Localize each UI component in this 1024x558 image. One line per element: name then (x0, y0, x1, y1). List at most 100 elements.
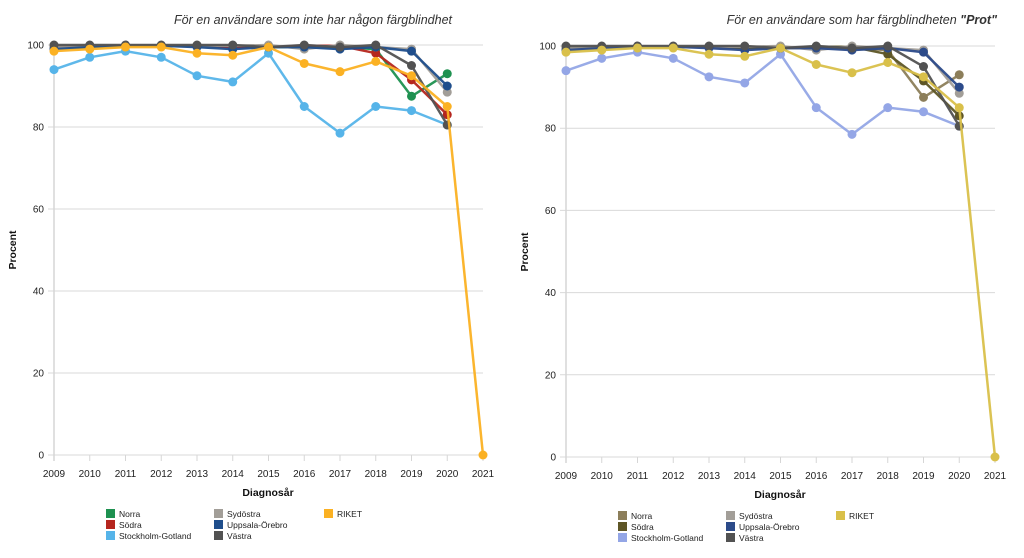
legend-label: Stockholm-Gotland (631, 532, 704, 543)
data-point (919, 107, 928, 117)
data-point (85, 52, 95, 62)
x-tick-label: 2014 (222, 469, 245, 480)
x-tick-label: 2012 (150, 469, 173, 480)
data-point (371, 40, 381, 50)
chart-title-bold: "Prot" (960, 13, 997, 27)
data-point (299, 58, 309, 68)
data-point (740, 41, 750, 51)
data-point (883, 57, 893, 67)
data-point (811, 59, 821, 69)
x-tick-label: 2011 (115, 469, 137, 480)
data-point (668, 43, 678, 53)
legend-swatch (324, 509, 333, 518)
legend-item[interactable]: RIKET (836, 510, 874, 521)
data-point (49, 65, 59, 75)
data-point (883, 49, 893, 59)
data-point (156, 52, 166, 62)
x-tick-label: 2010 (591, 471, 614, 482)
legend-item[interactable]: Stockholm-Gotland (618, 532, 703, 543)
legend-item[interactable]: Sydöstra (726, 510, 773, 521)
x-tick-label: 2011 (627, 471, 649, 482)
data-point (371, 102, 381, 111)
series-line (53, 44, 449, 116)
y-tick-label: 40 (545, 288, 557, 299)
legend-item[interactable]: Uppsala-Örebro (726, 521, 799, 532)
data-point (49, 46, 59, 56)
data-point (633, 43, 642, 53)
legend-item[interactable]: Södra (618, 521, 654, 532)
data-point (335, 42, 345, 52)
data-point (919, 72, 928, 82)
x-tick-label: 2016 (293, 469, 316, 480)
data-point (919, 92, 928, 102)
data-point (299, 102, 309, 111)
data-point (335, 67, 345, 77)
data-point (883, 103, 893, 113)
x-tick-label: 2019 (912, 471, 935, 482)
series-riket (561, 43, 1000, 462)
legend-label: Norra (119, 508, 141, 519)
x-tick-label: 2015 (257, 469, 280, 480)
data-point (407, 91, 416, 101)
legend-item[interactable]: Sydöstra (214, 508, 261, 519)
data-point (49, 40, 59, 50)
legend-label: Västra (227, 530, 252, 541)
legend-label: Stockholm-Gotland (119, 530, 192, 541)
data-point (776, 43, 785, 53)
data-point (442, 102, 452, 111)
x-tick-label: 2017 (841, 471, 864, 482)
data-point (228, 50, 238, 60)
y-tick-label: 20 (33, 369, 45, 380)
x-tick-label: 2013 (186, 469, 209, 480)
data-point (371, 56, 381, 66)
y-axis-title: Procent (519, 232, 531, 272)
data-point (597, 53, 607, 63)
legend-item[interactable]: Stockholm-Gotland (106, 530, 191, 541)
series-line (566, 44, 961, 127)
x-tick-label: 2014 (734, 471, 757, 482)
data-point (740, 51, 750, 61)
data-point (407, 46, 416, 56)
x-axis-title: Diagnosår (754, 489, 805, 501)
legend-item[interactable]: Västra (726, 532, 764, 543)
data-point (85, 44, 95, 54)
line-chart: 0 20 40 60 80 100 2009 2010 2011 2012 2013 2014 2015… (519, 41, 1007, 501)
y-tick-label: 60 (545, 206, 557, 217)
data-point (478, 450, 488, 460)
chart-title-text: För en användare som inte har någon färg… (174, 13, 452, 27)
legend-label: Södra (119, 519, 142, 530)
x-tick-label: 2021 (472, 469, 495, 480)
data-point (990, 452, 1000, 462)
legend-swatch (618, 511, 627, 520)
y-tick-label: 20 (545, 370, 557, 381)
series-line (53, 49, 448, 135)
y-tick-label: 80 (545, 124, 557, 135)
legend-item[interactable]: Västra (214, 530, 252, 541)
x-tick-label: 2020 (436, 469, 459, 480)
data-point (811, 103, 821, 113)
x-tick-label: 2012 (662, 471, 685, 482)
data-point (919, 47, 928, 57)
legend-swatch (836, 511, 845, 520)
chart-title: För en användare som har färgblindheten … (727, 13, 997, 27)
data-point (561, 41, 571, 51)
data-point (811, 41, 821, 51)
legend-swatch (106, 520, 115, 529)
legend-swatch (106, 509, 115, 518)
legend-label: RIKET (337, 508, 363, 519)
data-point (704, 49, 714, 59)
data-point (954, 88, 964, 98)
data-point (954, 103, 964, 113)
legend-item[interactable]: Norra (106, 508, 140, 519)
data-point (442, 69, 452, 79)
legend-item[interactable]: Uppsala-Örebro (214, 519, 287, 530)
data-point (371, 48, 381, 58)
legend-item[interactable]: Norra (618, 510, 652, 521)
legend-item[interactable]: Södra (106, 519, 142, 530)
legend-label: RIKET (849, 510, 875, 521)
legend-item[interactable]: RIKET (324, 508, 362, 519)
legend-swatch (726, 522, 735, 531)
data-point (954, 70, 964, 80)
data-point (407, 106, 416, 116)
y-tick-label: 80 (33, 123, 45, 134)
